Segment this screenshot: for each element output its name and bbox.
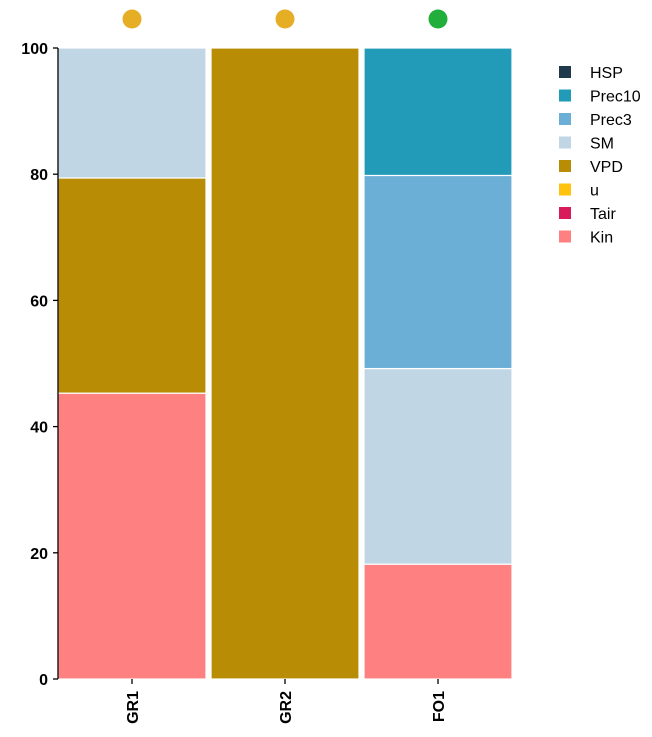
x-tick-label: GR2 <box>278 691 295 724</box>
y-axis: 0 20 40 60 80 100 <box>21 41 59 689</box>
x-tick-label: FO1 <box>431 691 448 722</box>
y-tick-label: 40 <box>30 420 48 437</box>
legend: HSP Prec10 Prec3 SM VPD u Tair Kin <box>559 65 641 247</box>
bar-segment-GR1-Kin <box>57 392 207 680</box>
legend-label-VPD: VPD <box>590 159 623 176</box>
legend-label-SM: SM <box>590 136 614 153</box>
legend-swatch-HSP <box>559 66 571 78</box>
legend-swatch-u <box>559 183 571 196</box>
legend-swatch-VPD <box>559 160 571 172</box>
bar-segment-GR2-VPD <box>210 47 360 680</box>
category-marker-GR1 <box>122 9 142 29</box>
y-tick-label: 100 <box>21 41 48 58</box>
legend-swatch-Prec3 <box>559 113 571 125</box>
y-tick-label: 60 <box>30 293 48 310</box>
bars <box>57 47 513 680</box>
bar-segment-FO1-Prec10 <box>363 47 513 177</box>
legend-label-Prec3: Prec3 <box>590 112 632 129</box>
category-marker-GR2 <box>275 9 295 29</box>
legend-swatch-Kin <box>559 230 571 243</box>
x-axis: GR1 GR2 FO1 <box>125 679 448 724</box>
bar-segment-GR1-VPD <box>57 177 207 394</box>
legend-label-u: u <box>590 183 599 200</box>
y-tick-label: 20 <box>30 546 48 563</box>
x-tick-label: GR1 <box>125 691 142 724</box>
legend-swatch-Tair <box>559 207 571 219</box>
bar-segment-GR1-SM <box>57 47 207 179</box>
bar-segment-FO1-SM <box>363 367 513 565</box>
legend-swatch-SM <box>559 136 571 149</box>
category-markers <box>122 9 448 29</box>
bar-segment-FO1-Prec3 <box>363 174 513 370</box>
legend-label-HSP: HSP <box>590 65 623 82</box>
category-marker-FO1 <box>428 9 448 29</box>
legend-label-Prec10: Prec10 <box>590 89 641 106</box>
legend-swatch-Prec10 <box>559 89 571 102</box>
bar-segment-FO1-Kin <box>363 563 513 680</box>
y-tick-label: 80 <box>30 167 48 184</box>
legend-label-Tair: Tair <box>590 206 616 223</box>
y-tick-label: 0 <box>39 672 48 689</box>
legend-label-Kin: Kin <box>590 230 613 247</box>
